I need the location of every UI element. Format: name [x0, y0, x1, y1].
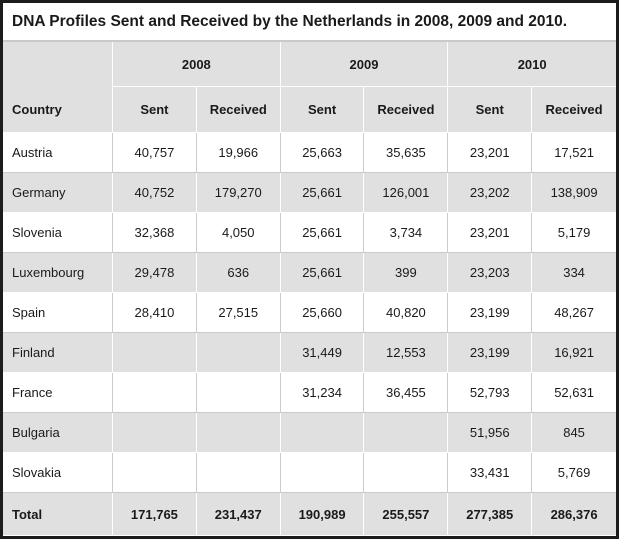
country-cell: France	[3, 373, 113, 413]
value-cell: 31,449	[280, 333, 365, 373]
value-cell: 138,909	[532, 173, 616, 213]
year-header-2008: 2008	[113, 42, 281, 87]
table-row-total: Total 171,765 231,437 190,989 255,557 27…	[3, 493, 616, 536]
table-row-spain: Spain 28,410 27,515 25,660 40,820 23,199…	[3, 293, 616, 333]
value-cell: 48,267	[532, 293, 616, 333]
value-cell: 3,734	[364, 213, 449, 253]
country-column-header: Country	[3, 42, 113, 133]
value-cell: 399	[364, 253, 449, 293]
value-cell: 19,966	[196, 133, 281, 173]
value-cell: 27,515	[196, 293, 281, 333]
value-cell: 32,368	[113, 213, 197, 253]
value-cell: 5,769	[532, 453, 616, 493]
value-cell-empty	[364, 453, 449, 493]
value-cell: 51,956	[448, 413, 533, 453]
country-cell: Slovenia	[3, 213, 113, 253]
value-cell: 23,199	[448, 333, 533, 373]
country-cell: Germany	[3, 173, 113, 213]
value-cell: 845	[532, 413, 616, 453]
total-label-cell: Total	[3, 493, 113, 536]
table-row-slovakia: Slovakia 33,431 5,769	[3, 453, 616, 493]
value-cell: 36,455	[364, 373, 449, 413]
year-header-row: Country 2008 2009 2010	[3, 42, 616, 133]
sent-header-2009: Sent	[280, 87, 365, 133]
country-cell: Bulgaria	[3, 413, 113, 453]
total-value-cell: 277,385	[448, 493, 533, 536]
value-cell: 33,431	[448, 453, 533, 493]
value-cell-empty	[113, 453, 197, 493]
value-cell: 52,631	[532, 373, 616, 413]
value-cell-empty	[196, 333, 281, 373]
table-row-luxembourg: Luxembourg 29,478 636 25,661 399 23,203 …	[3, 253, 616, 293]
value-cell-empty	[280, 453, 365, 493]
value-cell: 23,203	[448, 253, 533, 293]
sent-header-2010: Sent	[448, 87, 533, 133]
received-header-2010: Received	[532, 87, 616, 133]
country-cell: Spain	[3, 293, 113, 333]
value-cell: 35,635	[364, 133, 449, 173]
total-value-cell: 231,437	[196, 493, 281, 536]
total-value-cell: 190,989	[280, 493, 365, 536]
value-cell-empty	[364, 413, 449, 453]
value-cell: 52,793	[448, 373, 533, 413]
value-cell: 29,478	[113, 253, 197, 293]
value-cell-empty	[113, 413, 197, 453]
value-cell: 179,270	[196, 173, 281, 213]
country-cell: Slovakia	[3, 453, 113, 493]
table-row-france: France 31,234 36,455 52,793 52,631	[3, 373, 616, 413]
table-row-slovenia: Slovenia 32,368 4,050 25,661 3,734 23,20…	[3, 213, 616, 253]
value-cell-empty	[113, 333, 197, 373]
value-cell: 23,201	[448, 213, 533, 253]
value-cell: 28,410	[113, 293, 197, 333]
received-header-2009: Received	[364, 87, 449, 133]
value-cell: 126,001	[364, 173, 449, 213]
country-cell: Luxembourg	[3, 253, 113, 293]
value-cell: 40,752	[113, 173, 197, 213]
value-cell: 12,553	[364, 333, 449, 373]
value-cell: 17,521	[532, 133, 616, 173]
value-cell: 25,661	[280, 173, 365, 213]
received-header-2008: Received	[196, 87, 281, 133]
value-cell: 25,660	[280, 293, 365, 333]
year-header-2010: 2010	[448, 42, 616, 87]
value-cell: 334	[532, 253, 616, 293]
value-cell: 40,757	[113, 133, 197, 173]
total-value-cell: 286,376	[532, 493, 616, 536]
value-cell: 25,661	[280, 213, 365, 253]
table-row-bulgaria: Bulgaria 51,956 845	[3, 413, 616, 453]
value-cell: 25,663	[280, 133, 365, 173]
value-cell-empty	[196, 413, 281, 453]
table-row-finland: Finland 31,449 12,553 23,199 16,921	[3, 333, 616, 373]
value-cell: 636	[196, 253, 281, 293]
total-value-cell: 255,557	[364, 493, 449, 536]
table-row-germany: Germany 40,752 179,270 25,661 126,001 23…	[3, 173, 616, 213]
table-row-austria: Austria 40,757 19,966 25,663 35,635 23,2…	[3, 133, 616, 173]
value-cell: 23,202	[448, 173, 533, 213]
value-cell-empty	[113, 373, 197, 413]
value-cell: 23,199	[448, 293, 533, 333]
total-value-cell: 171,765	[113, 493, 197, 536]
value-cell-empty	[196, 373, 281, 413]
dna-profiles-table: Country 2008 2009 2010 Sent Received Sen…	[3, 42, 616, 536]
subheader-row: Sent Received Sent Received Sent Receive…	[3, 87, 616, 133]
country-cell: Finland	[3, 333, 113, 373]
table-title: DNA Profiles Sent and Received by the Ne…	[3, 3, 616, 42]
sent-header-2008: Sent	[113, 87, 197, 133]
value-cell: 5,179	[532, 213, 616, 253]
value-cell-empty	[280, 413, 365, 453]
value-cell: 25,661	[280, 253, 365, 293]
value-cell: 4,050	[196, 213, 281, 253]
value-cell: 40,820	[364, 293, 449, 333]
value-cell: 31,234	[280, 373, 365, 413]
year-header-2009: 2009	[280, 42, 449, 87]
value-cell: 23,201	[448, 133, 533, 173]
value-cell: 16,921	[532, 333, 616, 373]
value-cell-empty	[196, 453, 281, 493]
country-cell: Austria	[3, 133, 113, 173]
